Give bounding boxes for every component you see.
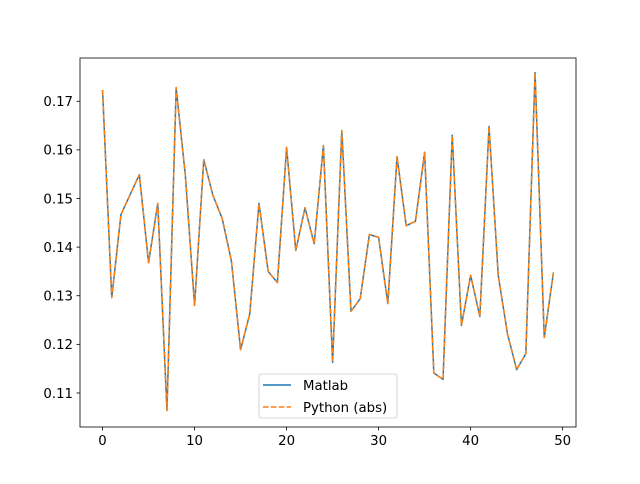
y-tick-label: 0.14	[43, 241, 73, 256]
legend-box	[258, 373, 398, 419]
x-tick-label: 30	[370, 434, 387, 449]
y-tick-label: 0.17	[43, 95, 73, 110]
y-axis: 0.11 0.12 0.13 0.14 0.15 0.16 0.17	[43, 95, 80, 402]
legend-label-matlab: Matlab	[303, 379, 348, 394]
legend: Matlab Python (abs)	[258, 373, 398, 419]
x-axis: 0 10 20 30 40 50	[98, 427, 571, 449]
legend-label-python: Python (abs)	[303, 401, 387, 416]
y-tick-label: 0.11	[43, 387, 73, 402]
y-tick-label: 0.16	[43, 144, 73, 159]
axes-frame	[79, 57, 577, 428]
x-tick-label: 50	[554, 434, 571, 449]
x-tick-label: 40	[462, 434, 479, 449]
series-layer	[101, 71, 555, 412]
y-tick-label: 0.13	[43, 290, 73, 305]
x-tick-label: 10	[186, 434, 203, 449]
y-tick-label: 0.15	[43, 192, 73, 207]
x-tick-label: 20	[278, 434, 295, 449]
series-line-1	[101, 71, 555, 412]
x-tick-label: 0	[98, 434, 106, 449]
y-tick-label: 0.12	[43, 338, 73, 353]
